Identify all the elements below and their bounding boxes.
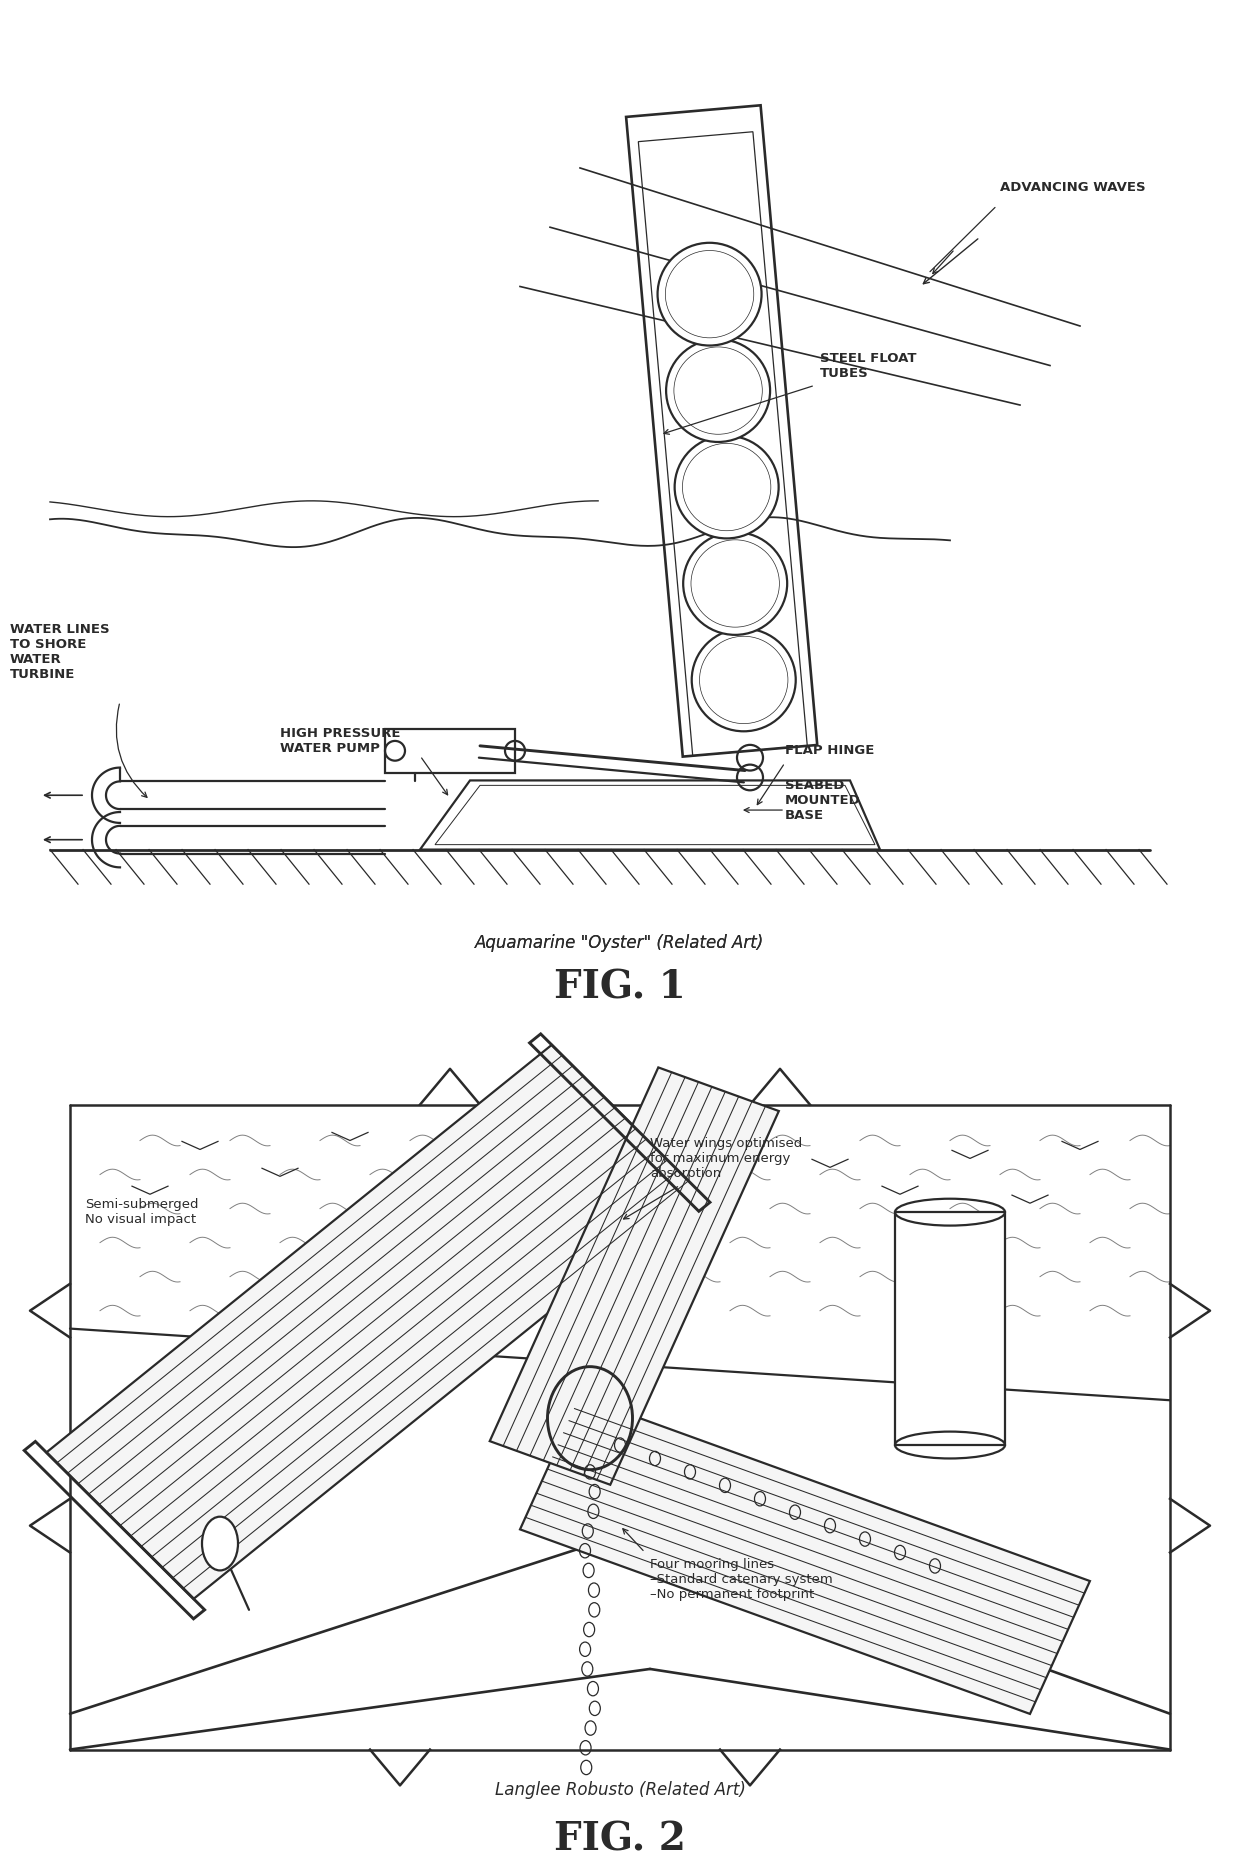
- Text: STEEL FLOAT
TUBES: STEEL FLOAT TUBES: [820, 351, 916, 379]
- Circle shape: [692, 629, 796, 731]
- Text: FIG. 2: FIG. 2: [554, 1819, 686, 1859]
- Text: WATER LINES
TO SHORE
WATER
TURBINE: WATER LINES TO SHORE WATER TURBINE: [10, 623, 109, 681]
- Text: FIG. 1: FIG. 1: [554, 968, 686, 1008]
- Text: Water wings optimised
for maximum energy
absorption: Water wings optimised for maximum energy…: [650, 1136, 802, 1179]
- Text: FLAP HINGE: FLAP HINGE: [785, 745, 874, 758]
- Polygon shape: [46, 1045, 699, 1599]
- Text: Aquamarine "Oyster" (Related Art): Aquamarine "Oyster" (Related Art): [475, 935, 765, 952]
- Circle shape: [683, 532, 787, 634]
- Polygon shape: [895, 1213, 1004, 1444]
- Text: SEABED
MOUNTED
BASE: SEABED MOUNTED BASE: [785, 778, 861, 821]
- Text: ADVANCING WAVES: ADVANCING WAVES: [999, 181, 1146, 194]
- Text: Langlee Robusto (Related Art): Langlee Robusto (Related Art): [495, 1780, 745, 1799]
- Ellipse shape: [202, 1517, 238, 1571]
- Text: Semi-submerged
No visual impact: Semi-submerged No visual impact: [86, 1198, 198, 1226]
- Text: Aquamarine "Oyster" (Related Art): Aquamarine "Oyster" (Related Art): [475, 935, 765, 952]
- Text: Four mooring lines
–Standard catenary system
–No permanent footprint: Four mooring lines –Standard catenary sy…: [650, 1558, 833, 1601]
- Text: HIGH PRESSURE
WATER PUMP: HIGH PRESSURE WATER PUMP: [280, 728, 401, 756]
- Circle shape: [657, 243, 761, 345]
- Polygon shape: [520, 1396, 1090, 1715]
- Circle shape: [675, 435, 779, 539]
- Circle shape: [666, 340, 770, 442]
- Polygon shape: [490, 1067, 779, 1485]
